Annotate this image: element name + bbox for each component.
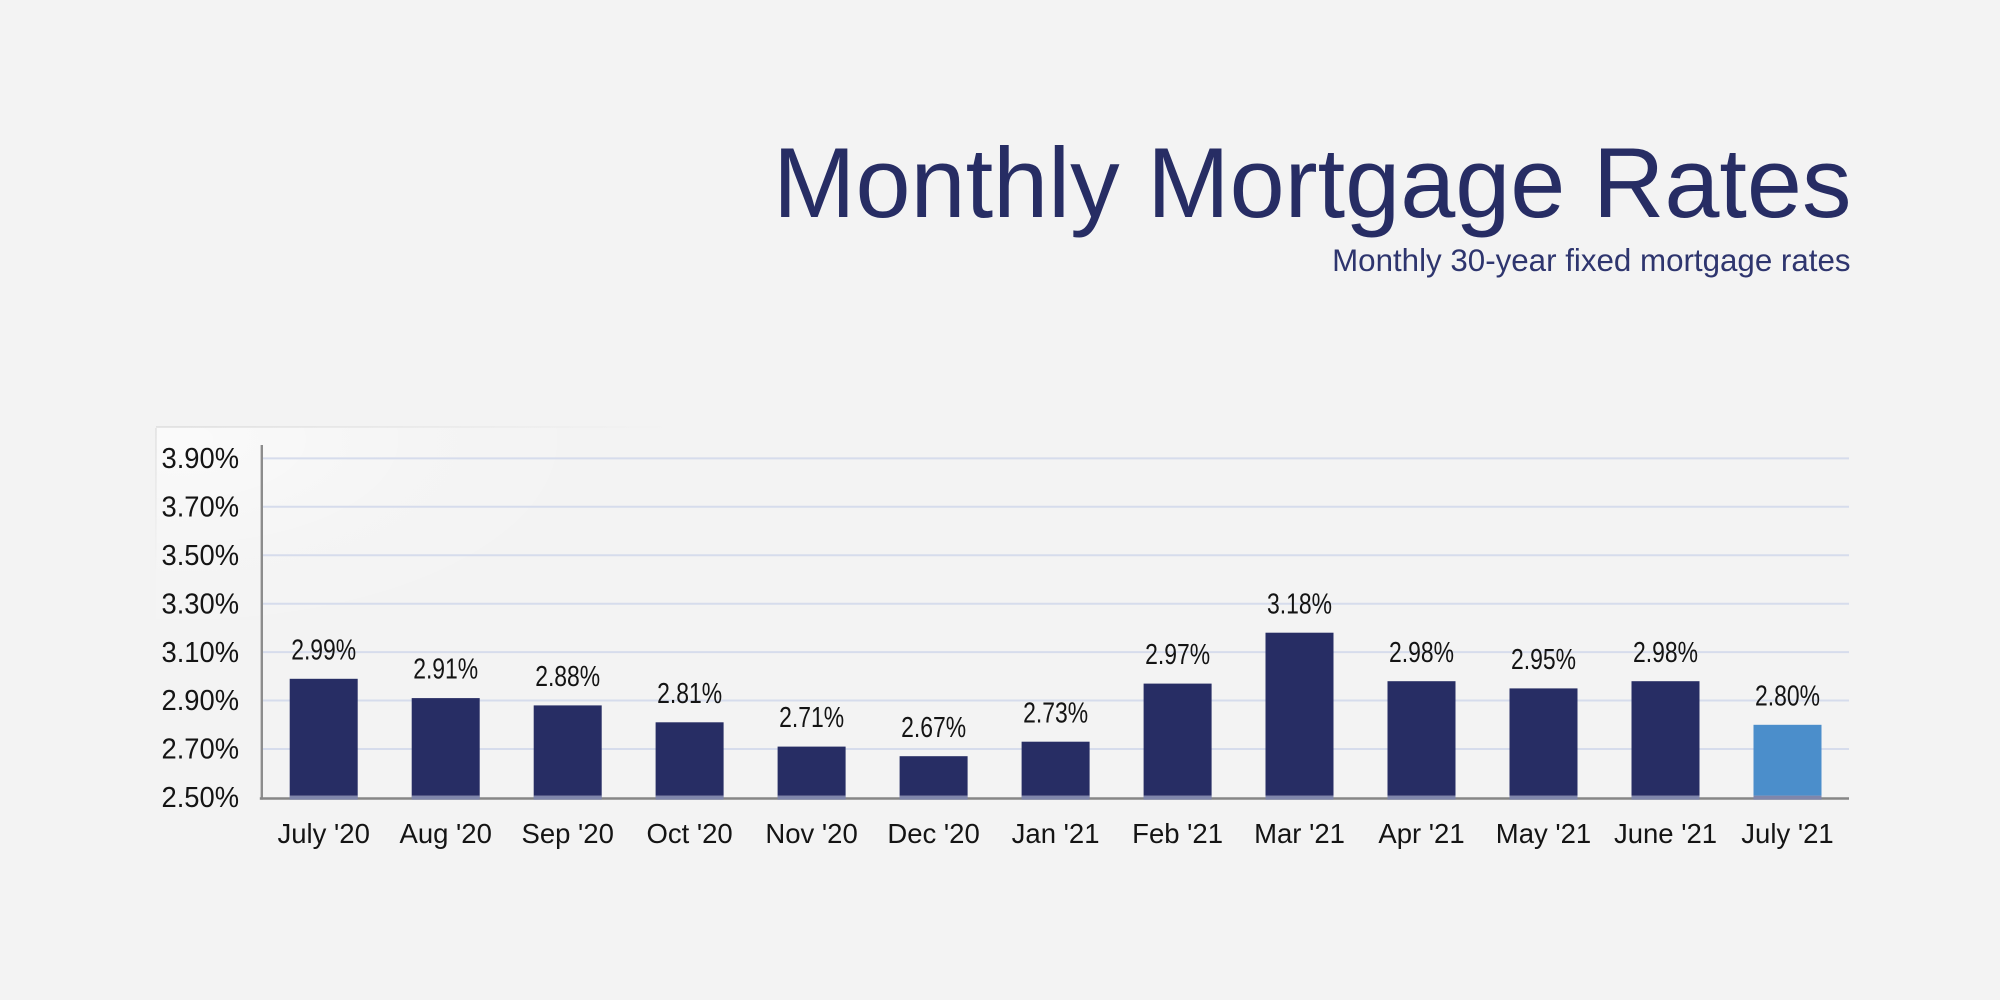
svg-text:2.91%: 2.91% — [413, 654, 478, 686]
svg-text:July '21: July '21 — [1741, 818, 1833, 849]
svg-text:2.99%: 2.99% — [291, 634, 356, 666]
svg-text:2.88%: 2.88% — [535, 661, 600, 693]
svg-text:3.10%: 3.10% — [162, 637, 240, 669]
svg-text:2.90%: 2.90% — [162, 685, 240, 717]
svg-text:2.95%: 2.95% — [1511, 644, 1576, 676]
svg-text:2.98%: 2.98% — [1633, 637, 1698, 669]
svg-text:Oct '20: Oct '20 — [646, 818, 732, 849]
svg-text:Jan '21: Jan '21 — [1012, 818, 1100, 849]
svg-text:2.97%: 2.97% — [1145, 639, 1210, 671]
svg-text:Monthly 30-year fixed mortgage: Monthly 30-year fixed mortgage rates — [1332, 243, 1850, 278]
svg-text:2.98%: 2.98% — [1389, 637, 1454, 669]
svg-text:May '21: May '21 — [1496, 818, 1591, 849]
svg-text:Apr '21: Apr '21 — [1378, 818, 1464, 849]
svg-text:2.70%: 2.70% — [162, 734, 240, 766]
svg-text:Nov '20: Nov '20 — [765, 818, 857, 849]
svg-text:3.18%: 3.18% — [1267, 588, 1332, 620]
svg-text:2.73%: 2.73% — [1023, 697, 1088, 729]
svg-text:June '21: June '21 — [1614, 818, 1717, 849]
svg-text:Sep '20: Sep '20 — [521, 818, 613, 849]
svg-text:3.50%: 3.50% — [162, 540, 240, 572]
svg-text:2.67%: 2.67% — [901, 712, 966, 744]
svg-text:2.81%: 2.81% — [657, 678, 722, 710]
svg-text:3.30%: 3.30% — [162, 588, 240, 620]
svg-text:3.90%: 3.90% — [162, 443, 240, 475]
svg-text:2.50%: 2.50% — [162, 782, 240, 814]
svg-text:Mar '21: Mar '21 — [1254, 818, 1345, 849]
svg-text:Dec '20: Dec '20 — [887, 818, 979, 849]
svg-text:Monthly Mortgage Rates: Monthly Mortgage Rates — [773, 127, 1852, 238]
svg-text:Aug '20: Aug '20 — [399, 818, 491, 849]
svg-text:Feb '21: Feb '21 — [1132, 818, 1223, 849]
svg-text:July '20: July '20 — [278, 818, 370, 849]
svg-text:3.70%: 3.70% — [162, 492, 240, 524]
svg-text:2.80%: 2.80% — [1755, 680, 1820, 712]
svg-text:2.71%: 2.71% — [779, 702, 844, 734]
